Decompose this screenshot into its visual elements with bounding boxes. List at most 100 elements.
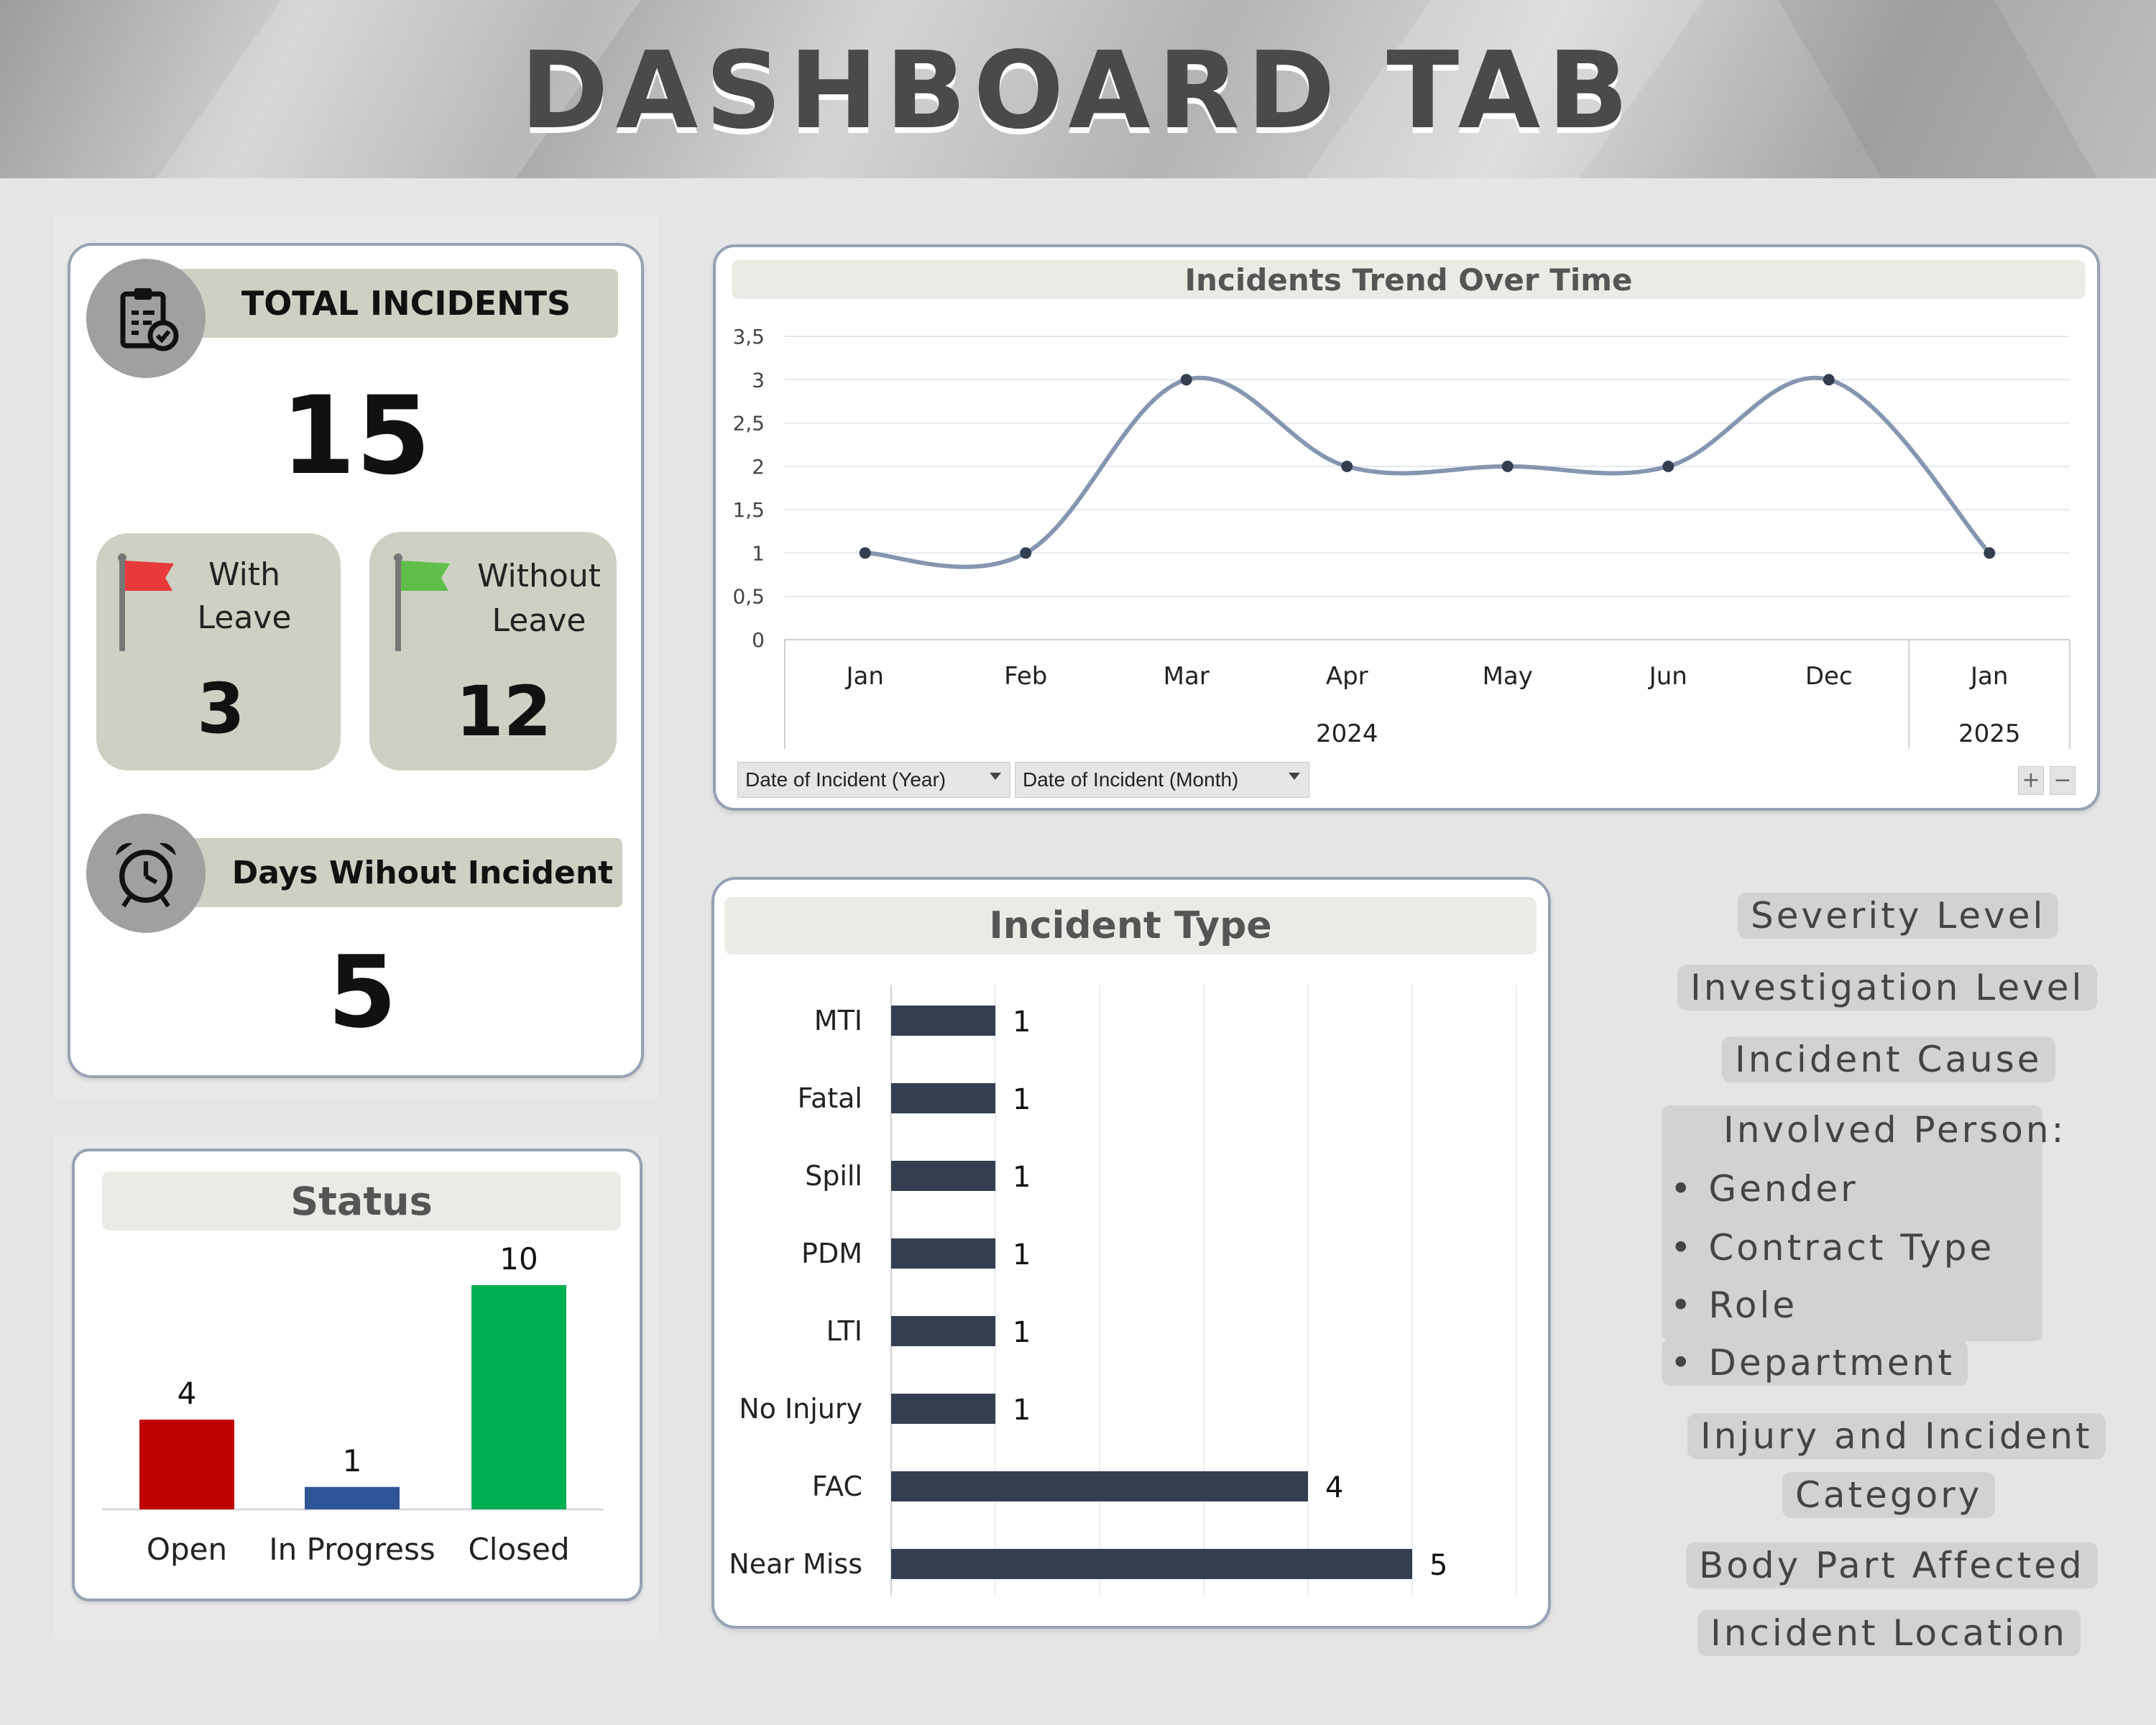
trend-series-line [865, 375, 1991, 569]
incident-type-card [711, 877, 1551, 1629]
type-category-label: PDM [801, 1238, 862, 1269]
contract-type-tag[interactable]: • Contract Type [1670, 1227, 1995, 1269]
trend-data-point [1341, 460, 1353, 472]
trend-x-tick-label: Jan [845, 662, 884, 691]
type-category-label: LTI [826, 1315, 862, 1347]
without-leave-label-line2: Leave [492, 602, 586, 639]
trend-y-tick-label: 1,5 [732, 498, 765, 522]
dropdown-arrow-icon [990, 773, 1001, 780]
total-incidents-label: TOTAL INCIDENTS [165, 269, 618, 338]
trend-data-point [1501, 460, 1514, 472]
trend-data-point [1180, 374, 1192, 386]
trend-data-point [1823, 374, 1835, 386]
trend-data-point [1662, 460, 1674, 472]
injury-incident-tag-line2[interactable]: Category [1782, 1472, 1996, 1518]
trend-chart: 0 0,5 1 1,5 2 2,5 3 3,5 2024 2025 Jan Feb Mar Apr May J… [732, 325, 2070, 749]
trend-y-tick-label: 2 [752, 455, 765, 479]
with-leave-label-line2: Leave [197, 599, 292, 636]
year-filter-label: Date of Incident (Year) [745, 768, 946, 791]
dropdown-arrow-icon [1289, 773, 1300, 780]
trend-chart-title: Incidents Trend Over Time [732, 260, 2086, 299]
injury-incident-tag-line1[interactable]: Injury and Incident [1687, 1413, 2106, 1459]
type-bar-value-label: 1 [1013, 1161, 1031, 1194]
status-category-label: Closed [468, 1532, 569, 1567]
month-filter-button[interactable]: Date of Incident (Month) [1015, 762, 1309, 798]
investigation-level-tag[interactable]: Investigation Level [1677, 965, 2098, 1011]
page-title: DASHBOARD TAB [520, 29, 1636, 152]
status-bar [471, 1285, 566, 1509]
incident-cause-tag[interactable]: Incident Cause [1722, 1036, 2055, 1082]
body-part-affected-tag[interactable]: Body Part Affected [1686, 1542, 2098, 1588]
gender-tag[interactable]: • Gender [1670, 1166, 1871, 1212]
page-header: DASHBOARD TAB [0, 0, 2156, 178]
trend-y-tick-label: 2,5 [732, 412, 765, 436]
type-bar [891, 1316, 995, 1346]
with-leave-label-line1: With [208, 556, 280, 593]
type-bar [891, 1471, 1308, 1501]
status-bar-value-label: 4 [178, 1376, 197, 1411]
trend-year-label: 2024 [1316, 719, 1378, 748]
red-flag-icon [118, 553, 174, 651]
status-category-label: Open [147, 1532, 227, 1567]
trend-card [713, 244, 2100, 811]
with-leave-value: 3 [197, 668, 245, 749]
type-category-label: FAC [812, 1471, 862, 1502]
incident-type-chart-title: Incident Type [724, 897, 1537, 954]
type-bar-value-label: 1 [1013, 1316, 1031, 1349]
type-category-label: Near Miss [729, 1548, 862, 1580]
type-category-label: Spill [805, 1160, 862, 1192]
type-bar-value-label: 1 [1013, 1394, 1031, 1427]
trend-y-tick-label: 3 [752, 368, 765, 392]
green-flag-icon [394, 553, 450, 651]
alarm-clock-icon [86, 814, 206, 933]
year-filter-button[interactable]: Date of Incident (Year) [737, 762, 1010, 798]
clipboard-check-icon [86, 259, 206, 378]
incident-type-chart: MTI 1 Fatal 1 Spill 1 PDM 1 LTI 1 No Injury 1 FAC 4 Ne… [729, 985, 1517, 1596]
type-bar [891, 1394, 995, 1424]
incident-location-tag[interactable]: Incident Location [1697, 1610, 2081, 1656]
collapse-minus-button[interactable]: − [2050, 766, 2076, 795]
status-chart-title: Status [102, 1172, 621, 1230]
days-without-incident-value: 5 [327, 934, 397, 1050]
role-tag[interactable]: • Role [1670, 1284, 1798, 1326]
trend-x-tick-label: Jan [1969, 662, 2008, 691]
type-bar [891, 1238, 995, 1269]
status-bar-value-label: 10 [499, 1241, 538, 1276]
total-incidents-value: 15 [280, 374, 431, 499]
status-bar [305, 1486, 400, 1509]
status-bar [139, 1420, 234, 1509]
trend-x-tick-label: Mar [1164, 662, 1210, 691]
status-chart: 4 Open 1 In Progress 10 Closed [102, 1241, 604, 1567]
trend-y-tick-label: 0,5 [732, 585, 765, 609]
trend-x-tick-label: Jun [1648, 662, 1687, 691]
trend-x-tick-label: Feb [1004, 662, 1047, 691]
trend-x-tick-label: Dec [1805, 662, 1853, 691]
days-without-incident-label: Days Wihout Incident [165, 838, 622, 907]
month-filter-label: Date of Incident (Month) [1023, 768, 1239, 791]
type-bar [891, 1083, 995, 1113]
type-bar-value-label: 1 [1013, 1238, 1031, 1271]
trend-x-tick-label: May [1483, 662, 1533, 691]
trend-x-tick-label: Apr [1326, 662, 1368, 691]
status-bar-value-label: 1 [343, 1443, 362, 1478]
without-leave-value: 12 [456, 671, 552, 752]
trend-data-point [1984, 547, 1996, 559]
trend-y-tick-label: 0 [752, 628, 765, 652]
expand-plus-button[interactable]: + [2018, 766, 2044, 795]
type-bar-value-label: 1 [1013, 1006, 1031, 1039]
type-category-label: Fatal [798, 1082, 862, 1114]
department-tag[interactable]: • Department [1662, 1340, 1968, 1386]
trend-data-point [859, 547, 871, 559]
involved-person-label: Involved Person: [1723, 1109, 2067, 1151]
trend-y-tick-label: 3,5 [732, 325, 765, 349]
type-category-label: No Injury [739, 1393, 862, 1425]
severity-level-tag[interactable]: Severity Level [1738, 893, 2059, 939]
type-bar-value-label: 4 [1325, 1471, 1343, 1504]
trend-y-tick-label: 1 [752, 541, 765, 565]
status-category-label: In Progress [269, 1532, 436, 1567]
type-bar [891, 1161, 995, 1191]
type-bar-value-label: 5 [1429, 1549, 1447, 1582]
without-leave-label-line1: Without [477, 558, 601, 594]
type-bar [891, 1006, 995, 1036]
involved-person-block[interactable] [1662, 1105, 2042, 1341]
